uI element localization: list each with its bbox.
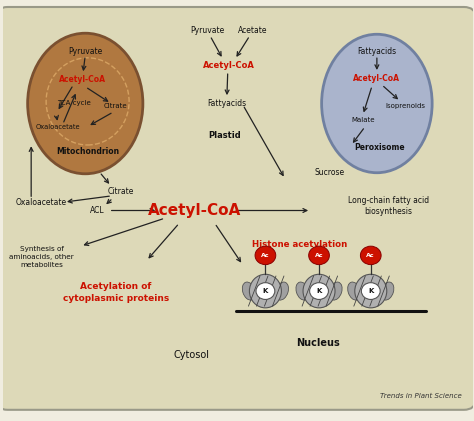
Text: Mitochondrion: Mitochondrion	[56, 147, 119, 156]
Ellipse shape	[275, 282, 289, 300]
Text: Oxaloacetate: Oxaloacetate	[16, 197, 67, 207]
Text: Ac: Ac	[366, 253, 375, 258]
Text: Pyruvate: Pyruvate	[68, 47, 102, 56]
Circle shape	[309, 246, 329, 265]
Text: K: K	[368, 288, 374, 294]
Text: Fattyacids: Fattyacids	[207, 99, 246, 108]
Text: Sucrose: Sucrose	[315, 168, 345, 177]
Text: Acetyl-CoA: Acetyl-CoA	[203, 61, 255, 70]
Text: Histone acetylation: Histone acetylation	[252, 240, 347, 248]
Text: Peroxisome: Peroxisome	[354, 143, 404, 152]
Ellipse shape	[27, 33, 143, 174]
Circle shape	[360, 246, 381, 265]
Text: Acetylation of
cytoplasmic proteins: Acetylation of cytoplasmic proteins	[63, 282, 169, 303]
Ellipse shape	[296, 282, 309, 300]
Ellipse shape	[242, 282, 255, 300]
Text: Plastid: Plastid	[209, 131, 241, 140]
Ellipse shape	[249, 274, 282, 308]
Text: Pyruvate: Pyruvate	[191, 26, 225, 35]
Text: TCA cycle: TCA cycle	[56, 101, 91, 107]
Ellipse shape	[348, 282, 361, 300]
Text: Acetyl-CoA: Acetyl-CoA	[354, 74, 401, 83]
Circle shape	[256, 282, 275, 299]
Ellipse shape	[381, 282, 394, 300]
Text: Long-chain fatty acid
biosynthesis: Long-chain fatty acid biosynthesis	[348, 196, 429, 216]
Ellipse shape	[355, 274, 387, 308]
Text: Malate: Malate	[351, 117, 374, 123]
Text: Oxaloacetate: Oxaloacetate	[36, 124, 80, 130]
Text: Acetyl-CoA: Acetyl-CoA	[59, 75, 106, 84]
Ellipse shape	[329, 282, 342, 300]
Ellipse shape	[303, 274, 335, 308]
Text: Trends in Plant Science: Trends in Plant Science	[380, 393, 462, 399]
FancyBboxPatch shape	[0, 7, 474, 410]
Text: Citrate: Citrate	[104, 103, 128, 109]
Circle shape	[310, 282, 328, 299]
Text: Ac: Ac	[315, 253, 323, 258]
Text: ACL: ACL	[90, 206, 104, 215]
Ellipse shape	[322, 34, 432, 173]
Text: Synthesis of
aminoacids, other
metabolites: Synthesis of aminoacids, other metabolit…	[9, 246, 74, 268]
Text: K: K	[263, 288, 268, 294]
Text: Ac: Ac	[261, 253, 270, 258]
Text: Acetyl-CoA: Acetyl-CoA	[148, 203, 241, 218]
Text: Fattyacids: Fattyacids	[357, 47, 396, 56]
Text: Cytosol: Cytosol	[173, 350, 209, 360]
Text: Citrate: Citrate	[107, 187, 134, 196]
Circle shape	[255, 246, 276, 265]
Text: Nucleus: Nucleus	[296, 338, 340, 348]
Text: Acetate: Acetate	[237, 26, 267, 35]
Circle shape	[361, 282, 380, 299]
Text: K: K	[316, 288, 322, 294]
Text: Isoprenoids: Isoprenoids	[385, 103, 425, 109]
